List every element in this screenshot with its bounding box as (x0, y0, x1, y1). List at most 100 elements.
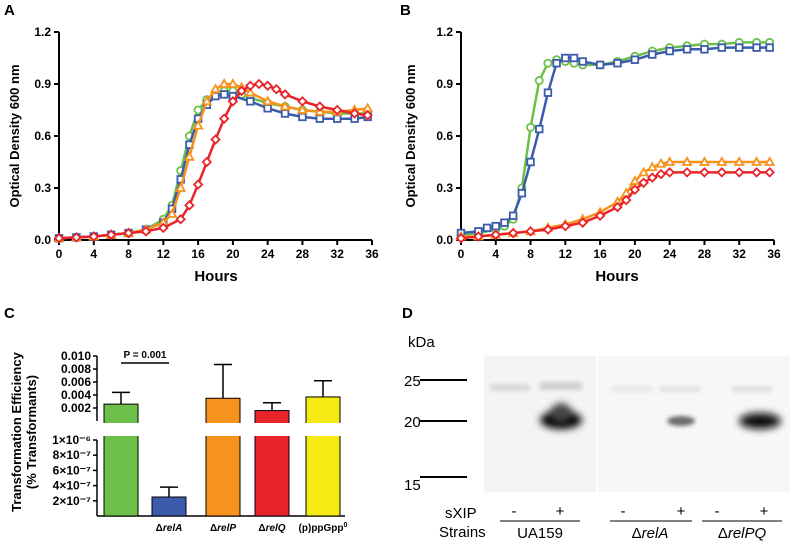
panel-b-xlabel: Hours (595, 268, 638, 285)
sxip-label: sXIP (445, 505, 477, 522)
point-delta-relp (764, 156, 776, 166)
panel-a-ylabel: Optical Density 600 nm (7, 64, 22, 207)
axis-break (91, 423, 347, 436)
bar-1 (151, 496, 187, 517)
point-delta-rela (298, 112, 307, 122)
point-delta-relp (629, 175, 641, 185)
panel-d-western-blot: D kDa 25 20 15 sXIP Strains - + - + (402, 305, 790, 542)
y-tick-label: 1×10⁻⁶ (52, 433, 91, 447)
point-delta-relp (698, 156, 710, 166)
category-italic: relA (163, 523, 182, 534)
panel-c-ylabel-line1: Transformation Efficiency (9, 351, 24, 511)
category-prefix: Δ (210, 523, 217, 534)
panel-b-growth-chart: B 0.0 0.3 0.6 0.9 1.2 0 4 8 12 16 20 24 28 32 36 Optic… (400, 2, 781, 285)
category-prefix: Δ (156, 523, 163, 534)
point-delta-relq (638, 177, 649, 189)
point-delta-rela (735, 43, 744, 52)
point-delta-rela (482, 223, 492, 233)
series-line-delta-relq (460, 171, 770, 240)
bar-4 (305, 396, 341, 517)
x-tick-label: 16 (593, 247, 607, 261)
point-delta-rela (752, 43, 761, 52)
point-delta-relq (262, 80, 273, 92)
x-tick-label: 36 (365, 247, 379, 261)
point-delta-relp (262, 95, 274, 106)
point-delta-relq (71, 232, 82, 243)
point-delta-rela (500, 218, 509, 227)
point-delta-relq (455, 232, 467, 244)
point-delta-relq (629, 184, 641, 196)
x-tick-label: 4 (492, 247, 499, 261)
point-delta-relq (158, 222, 169, 234)
point-delta-rela (717, 43, 727, 52)
point-delta-relp (751, 156, 763, 166)
panel-c-bars (91, 363, 347, 517)
point-delta-relq (716, 167, 728, 178)
x-tick-label: 28 (296, 247, 310, 261)
point-delta-relq (88, 231, 100, 242)
x-tick-label: 32 (331, 247, 345, 261)
point-delta-relp (166, 208, 178, 218)
panel-b-ylabel: Optical Density 600 nm (403, 64, 418, 207)
panel-c-letter: C (4, 305, 15, 322)
point-delta-relq (764, 167, 775, 178)
point-delta-relq (699, 167, 710, 178)
point-delta-relq (297, 96, 308, 107)
point-delta-rela (333, 114, 342, 123)
x-tick-label: 8 (527, 247, 534, 261)
x-tick-label: 32 (733, 247, 747, 261)
y-tick-label: 2×10⁻⁷ (53, 494, 91, 508)
point-delta-relp (244, 86, 256, 97)
panel-d-letter: D (402, 305, 413, 322)
x-tick-label: 12 (157, 247, 171, 261)
faint-band (612, 386, 652, 392)
y-tick-label: 0.3 (436, 181, 453, 195)
y-tick-label: 8×10⁻⁷ (53, 448, 91, 462)
point-delta-relq (123, 227, 134, 239)
point-delta-relq (271, 83, 282, 95)
point-delta-relq (507, 227, 519, 239)
strains-label: Strains (439, 524, 486, 541)
category-label-1: ΔrelA (156, 523, 183, 534)
point-ua159 (543, 58, 553, 68)
category-label-2: ΔrelP (210, 523, 236, 534)
y-tick-label: 0.9 (436, 77, 453, 91)
point-delta-rela (578, 57, 587, 66)
point-delta-relq (612, 201, 623, 213)
point-delta-relp (175, 182, 187, 192)
point-delta-rela (315, 114, 325, 123)
point-delta-rela (648, 50, 657, 59)
x-tick-label: 20 (628, 247, 642, 261)
point-delta-rela (280, 109, 290, 118)
point-delta-relq (751, 167, 762, 178)
category-label-3: ΔrelQ (258, 523, 285, 534)
y-tick-label: 0.006 (61, 375, 91, 389)
panel-c-bar-chart: C Transformation Efficiency (% Transform… (4, 305, 348, 534)
x-tick-label: 12 (559, 247, 573, 261)
point-delta-relq (105, 229, 117, 241)
point-delta-rela (682, 45, 692, 54)
point-delta-relq (733, 167, 745, 178)
point-delta-relp (296, 104, 308, 114)
y-tick-label: 4×10⁻⁷ (53, 479, 91, 493)
point-delta-relq (227, 96, 239, 107)
x-tick-label: 36 (767, 247, 781, 261)
panel-a-axes: 0.0 0.3 0.6 0.9 1.2 0 4 8 12 16 20 24 28 32 36 (34, 25, 379, 261)
panel-a-xlabel: Hours (194, 268, 237, 285)
x-tick-label: 0 (458, 247, 465, 261)
panel-a-series (53, 78, 374, 244)
point-delta-rela (263, 104, 272, 113)
x-tick-label: 4 (90, 247, 97, 261)
point-delta-rela (613, 59, 622, 68)
marker-15: 15 (404, 477, 421, 494)
band-relpq-sxip (739, 413, 781, 429)
point-delta-relp (183, 150, 195, 161)
point-delta-relq (349, 108, 360, 119)
y-tick-label: 0.6 (34, 129, 51, 143)
point-delta-relp (655, 157, 667, 168)
strain-name-ua159: UA159 (517, 525, 563, 542)
point-delta-rela (665, 46, 674, 56)
point-delta-relq (594, 210, 606, 222)
